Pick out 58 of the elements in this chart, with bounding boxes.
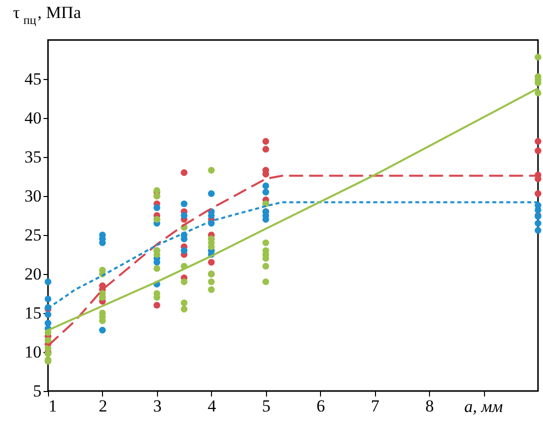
point — [180, 278, 188, 286]
point — [534, 220, 542, 227]
y-tick-label: 15 — [24, 304, 42, 322]
point — [99, 326, 106, 334]
y-tick-label: 10 — [24, 342, 42, 362]
point — [262, 262, 270, 270]
point — [154, 302, 160, 309]
point — [154, 294, 160, 301]
x-axis-title: a, мм — [464, 397, 504, 416]
y-tick-label: 45 — [24, 70, 42, 88]
point — [534, 147, 542, 154]
point — [208, 166, 215, 174]
x-tick-label: 4 — [208, 396, 217, 416]
x-tick-label: 5 — [262, 396, 271, 416]
point — [44, 296, 52, 302]
point — [208, 212, 215, 219]
point — [534, 190, 542, 198]
point — [180, 306, 188, 312]
point — [180, 247, 188, 254]
point — [208, 258, 215, 266]
point — [44, 311, 52, 318]
x-tick-label: 8 — [425, 396, 434, 416]
point — [154, 204, 160, 212]
point — [44, 336, 52, 344]
point — [534, 90, 542, 96]
y-tick-label: 30 — [24, 186, 42, 206]
point — [44, 329, 52, 336]
point — [208, 286, 215, 293]
point — [534, 226, 542, 234]
x-tick-label: 1 — [48, 396, 57, 416]
x-tick-label: 2 — [98, 396, 108, 416]
x-tick-label: 7 — [370, 396, 380, 416]
y-tick-label: 20 — [24, 264, 42, 284]
x-tick-label: 6 — [316, 396, 325, 416]
point — [154, 265, 160, 272]
point — [534, 138, 542, 145]
point — [180, 300, 188, 306]
point — [262, 138, 270, 145]
point — [262, 239, 270, 246]
point — [208, 278, 215, 286]
point — [44, 278, 52, 286]
point — [154, 251, 160, 258]
point — [534, 54, 542, 61]
point — [262, 146, 270, 153]
point — [262, 182, 270, 190]
point — [180, 236, 188, 242]
point — [262, 188, 270, 196]
point — [262, 278, 270, 286]
point — [208, 190, 215, 198]
point — [180, 212, 188, 219]
y-tick-label: 35 — [24, 148, 42, 166]
x-tick-label: 3 — [153, 396, 162, 416]
point — [534, 206, 542, 214]
point — [180, 200, 188, 208]
y-tick-label: 5 — [33, 382, 42, 400]
y-tick-label: 40 — [24, 108, 42, 128]
y-tick-label: 25 — [24, 226, 42, 244]
point — [180, 169, 188, 176]
